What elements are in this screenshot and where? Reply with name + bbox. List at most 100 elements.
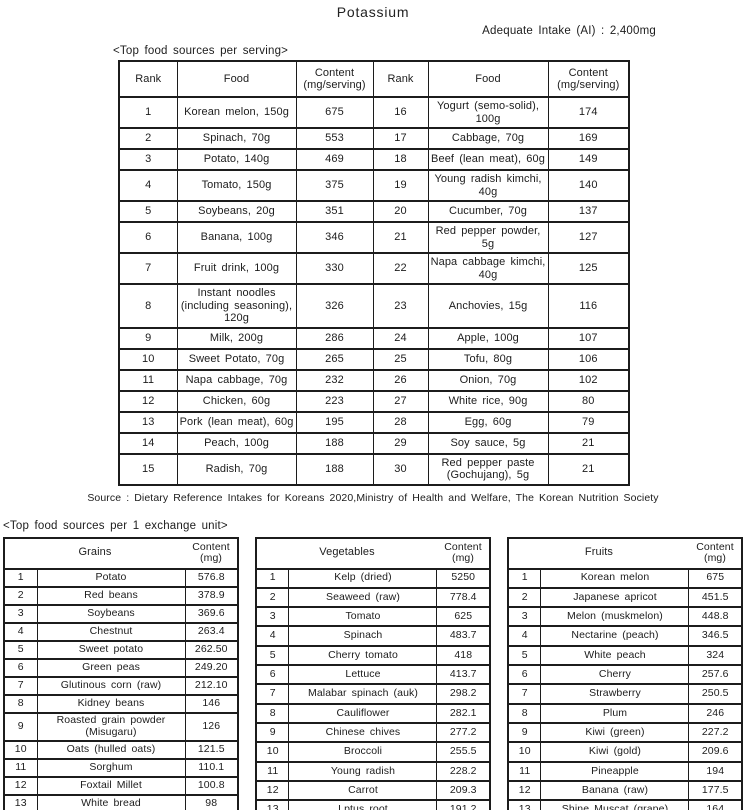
table-row: 7 Malabar spinach (auk) 298.2 [255,683,491,705]
food-cell: Spinach [288,625,438,647]
rank-cell: 3 [3,603,38,624]
content-cell: 5250 [436,567,491,589]
content-cell: 553 [295,127,374,150]
content-cell: 246 [688,702,743,725]
food-cell: Pineapple [540,760,690,783]
rank-cell: 5 [255,644,290,667]
table-row: 15 Radish, 70g 188 30 Red pepper paste (Goch… [118,452,630,486]
table-row: 4 Nectarine (peach) 346.5 [507,625,743,647]
food-cell: Korean melon [540,567,690,589]
table-row: 5 Soybeans, 20g 351 20 Cucumber, 70g 137 [118,200,630,223]
food-cell: Cherry [540,664,690,686]
table-row: 2 Spinach, 70g 553 17 Cabbage, 70g 169 [118,127,630,150]
content-cell: 675 [688,567,743,589]
rank-cell: 4 [118,169,178,202]
food-cell: Tomato, 150g [176,169,297,202]
rank-cell: 28 [372,410,429,434]
content-cell: 282.1 [436,702,491,725]
food-cell: Radish, 70g [176,452,297,486]
content-cell: 177.5 [688,780,743,802]
content-cell: 21 [547,431,630,455]
table-row: 10 Broccoli 255.5 [255,741,491,763]
content-cell: 250.5 [688,683,743,705]
content-cell: 576.8 [184,567,239,588]
section-label-per-serving: <Top food sources per serving> [113,45,289,57]
rank-cell: 6 [3,657,38,678]
rank-cell: 2 [118,127,178,150]
content-cell: 106 [547,347,630,371]
table-row: 11 Young radish 228.2 [255,760,491,783]
table-row: 12 Banana (raw) 177.5 [507,780,743,802]
table-row: 8 Cauliflower 282.1 [255,702,491,725]
table-row: 2 Red beans 378.9 [3,585,239,606]
grains-table-title: Grains [4,536,185,570]
food-cell: Carrot [288,780,438,802]
content-cell: 263.4 [184,621,239,642]
table-row: 10 Oats (hulled oats) 121.5 [3,739,239,760]
food-cell: Cabbage, 70g [427,127,549,150]
rank-cell: 19 [372,169,429,202]
content-cell: 195 [295,410,374,434]
content-cell: 188 [295,452,374,486]
adequate-intake-label: Adequate Intake (AI) : 2,400mg [482,25,656,37]
content-cell: 137 [547,200,630,223]
section-label-per-exchange-unit: <Top food sources per 1 exchange unit> [3,519,228,532]
content-cell: 232 [295,368,374,392]
rank-cell: 22 [372,252,429,285]
food-cell: Melon (muskmelon) [540,606,690,628]
rank-cell: 8 [255,702,290,725]
rank-cell: 1 [118,96,178,129]
food-cell: Sweet potato [36,639,186,660]
content-cell: 346.5 [688,625,743,647]
rank-cell: 6 [118,221,178,254]
table-row: 13 Pork (lean meat), 60g 195 28 Egg, 60g 79 [118,410,630,434]
food-cell: Red pepper paste (Gochujang), 5g [427,452,549,486]
grains-table-header-row: Grains Content (mg) [4,536,238,570]
fruits-table-title: Fruits [507,536,689,570]
food-cell: Pork (lean meat), 60g [176,410,297,434]
rank-cell: 12 [3,775,38,796]
table-row: 6 Banana, 100g 346 21 Red pepper powder, 5g 1… [118,221,630,254]
table-row: 13 White bread 98 [3,793,239,810]
rank-cell: 1 [507,567,542,589]
table-row: 7 Glutinous corn (raw) 212.10 [3,675,239,696]
food-cell: Young radish kimchi, 40g [427,169,549,202]
food-cell: Peach, 100g [176,431,297,455]
table-row: 1 Korean melon 675 [507,567,743,589]
food-cell: Plum [540,702,690,725]
rank-cell: 13 [507,799,542,810]
content-cell: 346 [295,221,374,254]
food-cell: Yogurt (semo-solid), 100g [427,96,549,129]
content-cell: 164 [688,799,743,810]
content-cell: 209.6 [688,741,743,763]
content-header: Content (mg/serving) [547,60,630,98]
rank-cell: 3 [118,148,178,171]
content-cell: 125 [547,252,630,285]
table-row: 12 Carrot 209.3 [255,780,491,802]
table-row: 13 Shine Muscat (grape) 164 [507,799,743,810]
rank-cell: 2 [3,585,38,606]
food-cell: Sorghum [36,757,186,778]
content-cell: 146 [184,693,239,714]
table-row: 12 Chicken, 60g 223 27 White rice, 90g 80 [118,389,630,413]
table-row: 11 Napa cabbage, 70g 232 26 Onion, 70g 102 [118,368,630,392]
rank-cell: 11 [118,368,178,392]
food-cell: Green peas [36,657,186,678]
table-row: 6 Lettuce 413.7 [255,664,491,686]
vegetables-table-body: 1 Kelp (dried) 5250 2 Seaweed (raw) 778.4 3 Tom… [255,567,491,810]
food-cell: Milk, 200g [176,326,297,350]
rank-cell: 18 [372,148,429,171]
rank-cell: 8 [118,283,178,329]
content-cell: 110.1 [184,757,239,778]
food-cell: Tomato [288,606,438,628]
content-cell: 194 [688,760,743,783]
rank-cell: 11 [507,760,542,783]
grains-table-body: 1 Potato 576.8 2 Red beans 378.9 3 Soybeans 369.… [3,567,239,810]
food-cell: Young radish [288,760,438,783]
rank-header: Rank [118,60,178,98]
rank-cell: 7 [118,252,178,285]
content-cell: 277.2 [436,722,491,744]
food-cell: Napa cabbage, 70g [176,368,297,392]
table-row: 5 Sweet potato 262.50 [3,639,239,660]
